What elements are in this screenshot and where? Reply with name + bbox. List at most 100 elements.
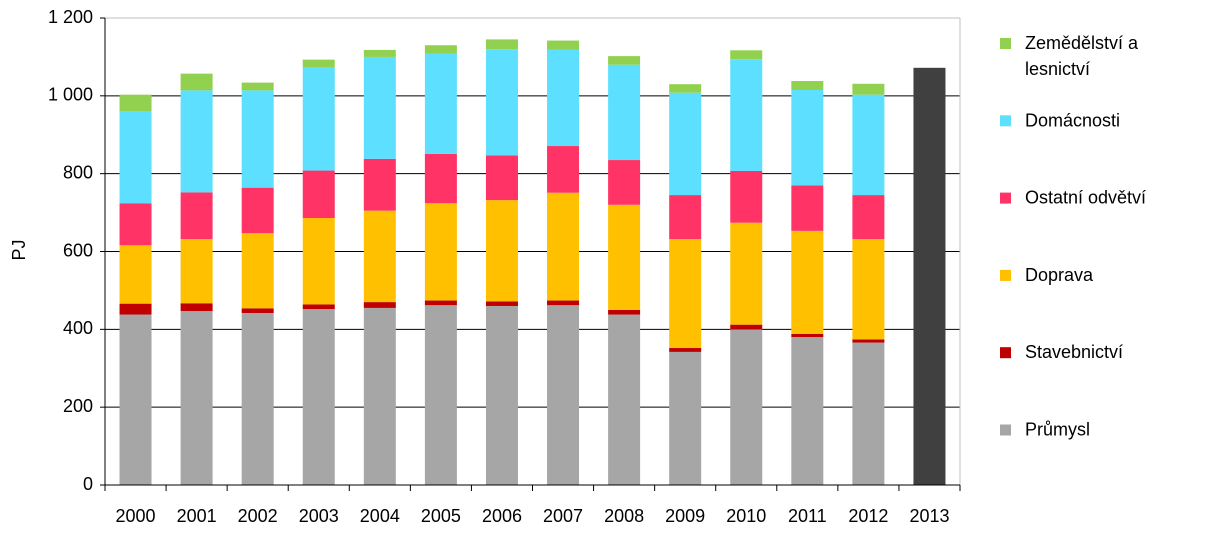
bar-segment-2008 (608, 56, 641, 65)
legend-swatch (1000, 115, 1011, 127)
bar-segment-2000 (119, 203, 152, 246)
bar-segment-2001 (180, 239, 213, 304)
bar-segment-2009 (669, 348, 702, 352)
bar-segment-2012 (852, 83, 885, 95)
bar-segment-2003 (302, 59, 335, 68)
x-tick-labels: 2000 2001 2002 2003 2004 2005 2006 2007 2008 2009… (104, 485, 961, 526)
bar-segment-2008 (608, 314, 641, 485)
legend-label: Stavebnictví (1025, 342, 1123, 362)
legend-label: Zemědělství a lesnictví (1025, 33, 1139, 79)
legend-label: Domácnosti (1025, 110, 1120, 130)
x-tick-label: 2008 (604, 506, 644, 526)
bar-segment-2006 (485, 305, 518, 485)
bar-segment-2010 (730, 329, 763, 485)
bar-segment-2005 (424, 45, 457, 54)
bar-segment-2010 (730, 222, 763, 325)
bar-segment-2007 (547, 305, 580, 485)
legend-label: Průmysl (1025, 419, 1090, 439)
bar-segment-2004 (363, 302, 396, 308)
bar-segment-2011 (791, 230, 824, 335)
bar-segment-2004 (363, 56, 396, 159)
bar-segment-2012 (852, 195, 885, 240)
bar-segment-2007 (547, 49, 580, 147)
bar-segment-2008 (608, 64, 641, 161)
y-tick-label: 1 000 (48, 85, 93, 105)
bar-segment-2000 (119, 111, 152, 204)
bar-segment-2011 (791, 185, 824, 231)
bar-segment-2007 (547, 192, 580, 301)
bar-segment-2009 (669, 84, 702, 93)
bar-segment-2010 (730, 170, 763, 223)
x-tick-label: 2002 (238, 506, 278, 526)
bar-segment-2008 (608, 160, 641, 205)
x-tick-label: 2009 (665, 506, 705, 526)
bar-segment-2011 (791, 337, 824, 485)
bar-segment-2002 (241, 308, 274, 313)
bar-segment-2012 (852, 239, 885, 340)
bar-segment-2006 (485, 39, 518, 50)
bar-segment-2005 (424, 53, 457, 154)
x-tick-label: 2003 (299, 506, 339, 526)
bar-segment-2003 (302, 170, 335, 219)
bar-segment-2000 (119, 314, 152, 485)
bar-segment-2002 (241, 187, 274, 234)
x-tick-label: 2013 (909, 506, 949, 526)
y-tick-label: 1 200 (48, 7, 93, 27)
bar-segment-2007 (547, 146, 580, 193)
bar-segment-2010 (730, 59, 763, 171)
bar-segment-2012 (852, 94, 885, 196)
y-tick-label: 600 (63, 240, 93, 260)
bar-segment-2009 (669, 239, 702, 349)
bar-segment-2000 (119, 245, 152, 304)
bar-segment-2008 (608, 309, 641, 315)
legend-swatch (1000, 269, 1011, 281)
bar-segment-2006 (485, 200, 518, 302)
x-tick-label: 2012 (848, 506, 888, 526)
bar-segment-2006 (485, 49, 518, 156)
bar-segment-2004 (363, 307, 396, 485)
legend-label: Ostatní odvětví (1025, 187, 1146, 207)
x-tick-label: 2006 (482, 506, 522, 526)
bar-segment-2006 (485, 301, 518, 306)
bar-segment-2012 (852, 339, 885, 343)
bar-segment-2004 (363, 158, 396, 211)
bar-segment-2003 (302, 304, 335, 310)
bar-segment-2001 (180, 311, 213, 485)
bars (119, 39, 946, 486)
bar-segment-2008 (608, 204, 641, 310)
bar-segment-2004 (363, 210, 396, 303)
bar-segment-2005 (424, 305, 457, 485)
bar-segment-2003 (302, 67, 335, 171)
y-tick-label: 0 (83, 474, 93, 494)
legend: Zemědělství a lesnictví Domácnosti Ostatní … (1000, 33, 1146, 439)
legend-swatch (1000, 424, 1011, 436)
x-tick-label: 2007 (543, 506, 583, 526)
bar-segment-2005 (424, 300, 457, 306)
bar-segment-2001 (180, 303, 213, 312)
x-tick-label: 2000 (116, 506, 156, 526)
bar-segment-2007 (547, 40, 580, 50)
x-tick-label: 2011 (788, 506, 827, 526)
x-tick-label: 2010 (726, 506, 766, 526)
bar-total-2013 (913, 67, 946, 486)
bar-segment-2010 (730, 324, 763, 330)
legend-swatch (1000, 347, 1011, 359)
bar-segment-2005 (424, 153, 457, 204)
bar-segment-2003 (302, 309, 335, 485)
bar-segment-2011 (791, 81, 824, 90)
bar-segment-2002 (241, 233, 274, 309)
bar-segment-2001 (180, 73, 213, 91)
bar-segment-2000 (119, 303, 152, 315)
bar-segment-2002 (241, 312, 274, 485)
bar-segment-2009 (669, 351, 702, 485)
y-tick-label: 200 (63, 396, 93, 416)
legend-swatch (1000, 192, 1011, 204)
y-tick-labels: 0 200 400 600 800 1 000 1 200 (48, 7, 105, 494)
x-tick-label: 2001 (177, 506, 217, 526)
bar-segment-2007 (547, 300, 580, 306)
y-axis-label: PJ (9, 239, 29, 260)
bar-segment-2010 (730, 50, 763, 60)
bar-segment-2002 (241, 90, 274, 188)
legend-swatch (1000, 38, 1011, 49)
